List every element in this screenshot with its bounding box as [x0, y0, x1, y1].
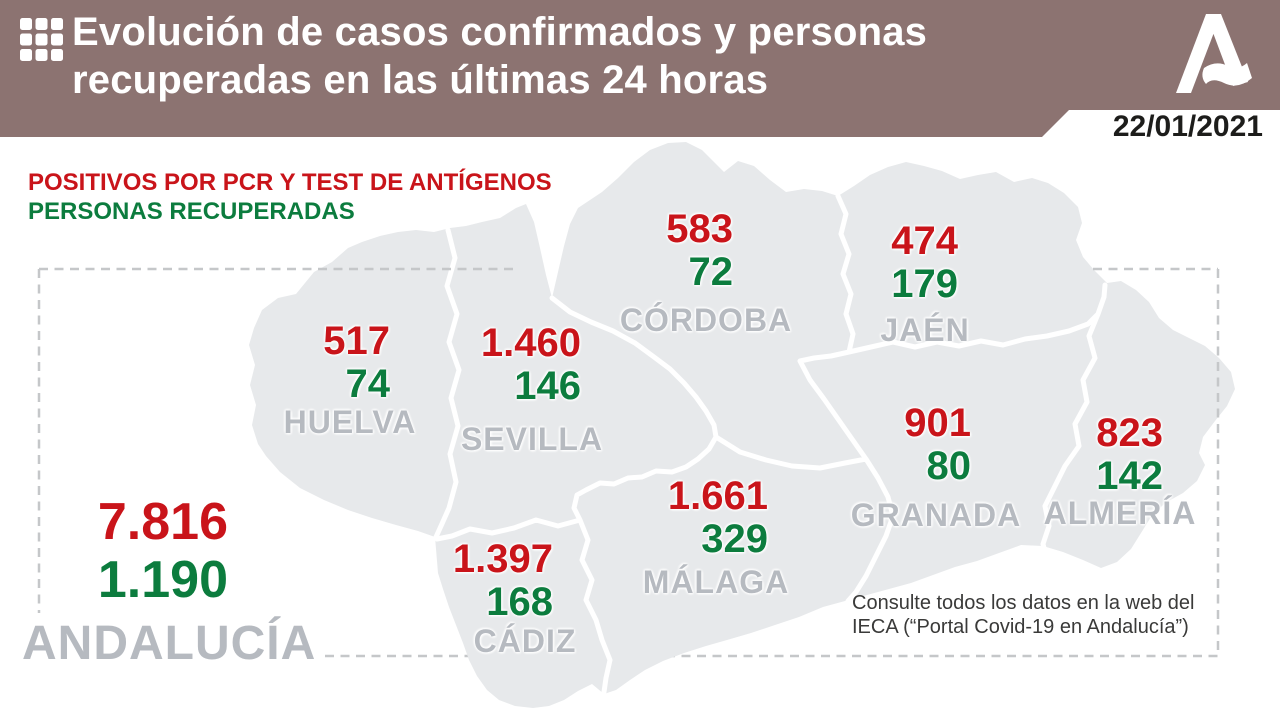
malaga-recovered: 329	[701, 517, 768, 561]
province-jaen-name: JAÉN	[880, 312, 970, 348]
report-date: 22/01/2021	[1112, 110, 1263, 143]
almeria-recovered: 142	[1096, 454, 1163, 498]
andalucia-total-positives: 7.816	[97, 493, 228, 551]
cadiz-positives: 1.397	[452, 537, 553, 581]
province-malaga-numbers: 1.661 329	[668, 475, 768, 561]
footer-note-line1: Consulte todos los datos en la web del	[852, 592, 1195, 614]
page-title-line1: Evolución de casos confirmados y persona…	[72, 10, 928, 54]
grid-icon	[20, 18, 63, 61]
province-huelva-numbers: 517 74	[323, 320, 390, 406]
legend: POSITIVOS POR PCR Y TEST DE ANTÍGENOS PE…	[28, 168, 552, 226]
header-strip	[0, 110, 1069, 137]
province-cordoba-numbers: 583 72	[666, 208, 733, 294]
almeria-positives: 823	[1096, 411, 1163, 455]
province-almeria-name: ALMERÍA	[1043, 495, 1197, 531]
province-malaga-name: MÁLAGA	[642, 564, 790, 600]
province-granada-name: GRANADA	[850, 497, 1022, 533]
legend-positives-label: POSITIVOS POR PCR Y TEST DE ANTÍGENOS	[28, 169, 552, 196]
andalucia-total-recovered: 1.190	[97, 551, 228, 609]
huelva-recovered: 74	[345, 362, 391, 406]
jaen-recovered: 179	[891, 262, 958, 306]
cordoba-positives: 583	[666, 207, 733, 251]
cordoba-recovered: 72	[688, 250, 734, 294]
sevilla-recovered: 146	[514, 364, 581, 408]
province-cadiz-name: CÁDIZ	[473, 623, 577, 659]
sevilla-positives: 1.460	[480, 321, 581, 365]
legend-recovered-label: PERSONAS RECUPERADAS	[28, 198, 355, 225]
granada-recovered: 80	[926, 444, 972, 488]
malaga-positives: 1.661	[667, 474, 768, 518]
granada-positives: 901	[904, 401, 971, 445]
province-almeria-numbers: 823 142	[1096, 412, 1163, 498]
footer-note-line2: IECA (“Portal Covid-19 en Andalucía”)	[852, 616, 1189, 638]
jaen-positives: 474	[891, 219, 958, 263]
andalucia-total-numbers: 7.816 1.190	[98, 493, 228, 609]
province-cadiz-numbers: 1.397 168	[453, 538, 553, 624]
page-title: Evolución de casos confirmados y persona…	[72, 8, 1082, 104]
huelva-positives: 517	[323, 319, 390, 363]
andalucia-total-name: ANDALUCÍA	[22, 617, 317, 670]
province-granada-numbers: 901 80	[904, 402, 971, 488]
footer-note: Consulte todos los datos en la web del I…	[852, 591, 1194, 639]
junta-de-andalucia-logo	[1176, 14, 1252, 93]
province-cordoba-name: CÓRDOBA	[619, 302, 793, 338]
province-borders	[433, 193, 1108, 695]
page-title-line2: recuperadas en las últimas 24 horas	[72, 58, 769, 102]
header-bar	[0, 0, 1280, 110]
province-jaen-numbers: 474 179	[891, 220, 958, 306]
cadiz-recovered: 168	[486, 580, 553, 624]
andalucia-map-silhouette	[249, 142, 1235, 708]
province-huelva-name: HUELVA	[283, 404, 417, 440]
province-sevilla-name: SEVILLA	[460, 421, 604, 457]
province-sevilla-numbers: 1.460 146	[481, 322, 581, 408]
